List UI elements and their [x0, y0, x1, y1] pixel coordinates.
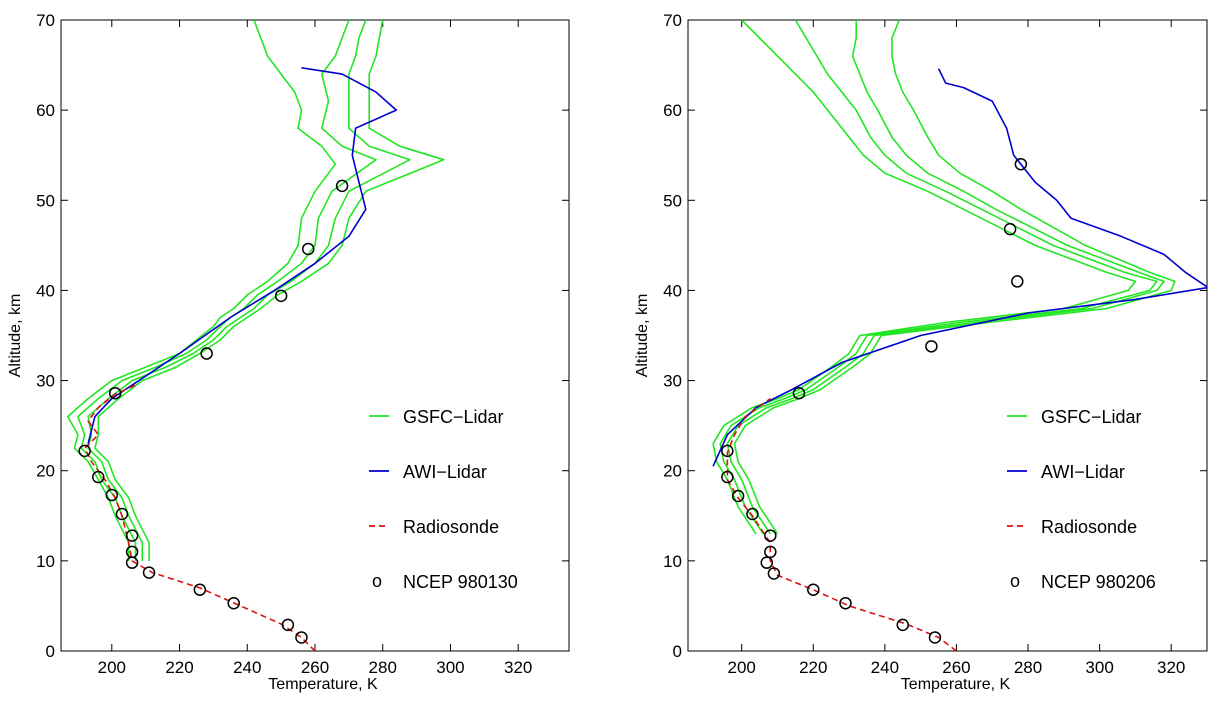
data-point-ncep-980206	[928, 631, 942, 644]
data-point-ncep-980130	[335, 179, 349, 193]
y-tick-label: 50	[36, 191, 55, 210]
x-tick-label: 220	[165, 658, 193, 677]
series-line-gsfc-lidar-4	[733, 20, 1176, 535]
y-tick-label: 30	[36, 372, 55, 391]
data-point-ncep-980130	[281, 618, 295, 632]
data-point-ncep-980130	[125, 529, 139, 542]
data-point-ncep-980206	[1011, 275, 1024, 288]
x-axis-label: Temperature, K	[901, 676, 1011, 693]
y-tick-label: 70	[663, 11, 682, 30]
y-tick-label: 10	[663, 552, 682, 571]
data-point-ncep-980206	[764, 545, 777, 559]
legend-marker-circle: o	[372, 571, 382, 591]
data-point-ncep-980206	[925, 340, 938, 353]
y-tick-label: 10	[36, 552, 55, 571]
x-tick-label: 320	[504, 658, 532, 677]
legend-marker-circle: o	[1010, 571, 1020, 591]
legend-label: Radiosonde	[1041, 517, 1137, 537]
data-point-ncep-980130	[78, 444, 91, 458]
x-tick-label: 260	[942, 658, 970, 677]
data-point-ncep-980130	[227, 596, 240, 610]
series-line-gsfc-lidar-3	[87, 20, 411, 561]
data-point-ncep-980206	[1003, 222, 1017, 236]
y-tick-label: 30	[663, 372, 682, 391]
x-tick-label: 200	[728, 658, 756, 677]
y-tick-label: 0	[673, 642, 682, 661]
legend-label: GSFC−Lidar	[403, 407, 504, 427]
data-point-ncep-980130	[274, 289, 288, 303]
x-tick-label: 240	[871, 658, 899, 677]
series-line-awi-lidar-1	[87, 67, 398, 444]
legend: GSFC−Lidar AWI−Lidar Radiosonde o NCEP 98020…	[1007, 407, 1156, 592]
series-line-awi-lidar-2	[937, 68, 1207, 288]
x-axis-label: Temperature, K	[268, 676, 378, 693]
x-tick-label: 300	[1085, 658, 1113, 677]
data-point-ncep-980130	[200, 347, 213, 360]
legend-label: GSFC−Lidar	[1041, 407, 1142, 427]
data-point-ncep-980206	[1014, 157, 1028, 171]
data-point-ncep-980206	[721, 470, 734, 484]
plot-data	[67, 20, 445, 651]
chart-panel-1: 200 220 240 260 280 300 320 0 10 20 30 40 50 60 70 Temp…	[7, 11, 570, 693]
y-tick-label: 0	[46, 642, 55, 661]
data-point-ncep-980206	[896, 618, 910, 632]
data-point-ncep-980206	[760, 556, 773, 569]
series-line-gsfc-lidar-1	[712, 20, 1137, 535]
data-point-ncep-980130	[115, 507, 129, 521]
y-tick-label: 70	[36, 11, 55, 30]
chart-panel-2: 200 220 240 260 280 300 320 0 10 20 30 40 50 60 70 Temp…	[634, 11, 1208, 693]
y-tick-label: 60	[36, 101, 55, 120]
data-point-ncep-980130	[193, 583, 207, 596]
data-point-ncep-980130	[108, 386, 122, 400]
plot-data	[712, 20, 1207, 651]
data-point-ncep-980206	[807, 583, 820, 596]
data-point-ncep-980206	[731, 489, 745, 503]
data-point-ncep-980130	[295, 631, 308, 644]
x-tick-label: 280	[1014, 658, 1042, 677]
y-axis-label: Altitude, km	[7, 294, 24, 378]
data-point-ncep-980206	[746, 507, 759, 521]
legend-label: Radiosonde	[403, 517, 499, 537]
legend-label: AWI−Lidar	[403, 462, 487, 482]
series-line-gsfc-lidar-1	[67, 20, 337, 561]
y-tick-label: 20	[36, 462, 55, 481]
y-axis-label: Altitude, km	[634, 294, 651, 378]
legend-label: AWI−Lidar	[1041, 462, 1125, 482]
y-tick-label: 40	[36, 281, 55, 300]
legend-label: NCEP 980130	[403, 572, 518, 592]
legend-label: NCEP 980206	[1041, 572, 1156, 592]
data-point-ncep-980206	[767, 567, 781, 580]
data-point-ncep-980206	[792, 386, 806, 400]
legend: GSFC−Lidar AWI−Lidar Radiosonde o NCEP 98013…	[369, 407, 518, 592]
data-point-ncep-980130	[125, 545, 139, 559]
series-line-radiosonde-1	[726, 397, 957, 651]
y-tick-label: 60	[663, 101, 682, 120]
data-point-ncep-980206	[721, 444, 734, 458]
x-tick-label: 200	[98, 658, 126, 677]
series-line-gsfc-lidar-2	[719, 20, 1158, 535]
y-tick-label: 40	[663, 281, 682, 300]
data-point-ncep-980130	[92, 470, 105, 484]
data-point-ncep-980130	[105, 488, 119, 502]
data-point-ncep-980206	[764, 529, 777, 542]
y-tick-label: 50	[663, 191, 682, 210]
y-tick-label: 20	[663, 462, 682, 481]
data-point-ncep-980130	[301, 242, 315, 256]
series-line-radiosonde-1	[83, 384, 316, 651]
data-point-ncep-980130	[142, 566, 156, 579]
x-tick-label: 300	[436, 658, 464, 677]
data-point-ncep-980206	[839, 596, 852, 610]
plot-area	[60, 19, 570, 652]
x-tick-label: 220	[799, 658, 827, 677]
series-line-awi-lidar-1	[712, 286, 1207, 467]
x-tick-label: 320	[1157, 658, 1185, 677]
x-tick-label: 280	[369, 658, 397, 677]
x-tick-label: 240	[233, 658, 261, 677]
plot-area	[687, 19, 1208, 652]
x-tick-label: 260	[301, 658, 329, 677]
series-line-gsfc-lidar-4	[94, 20, 445, 561]
